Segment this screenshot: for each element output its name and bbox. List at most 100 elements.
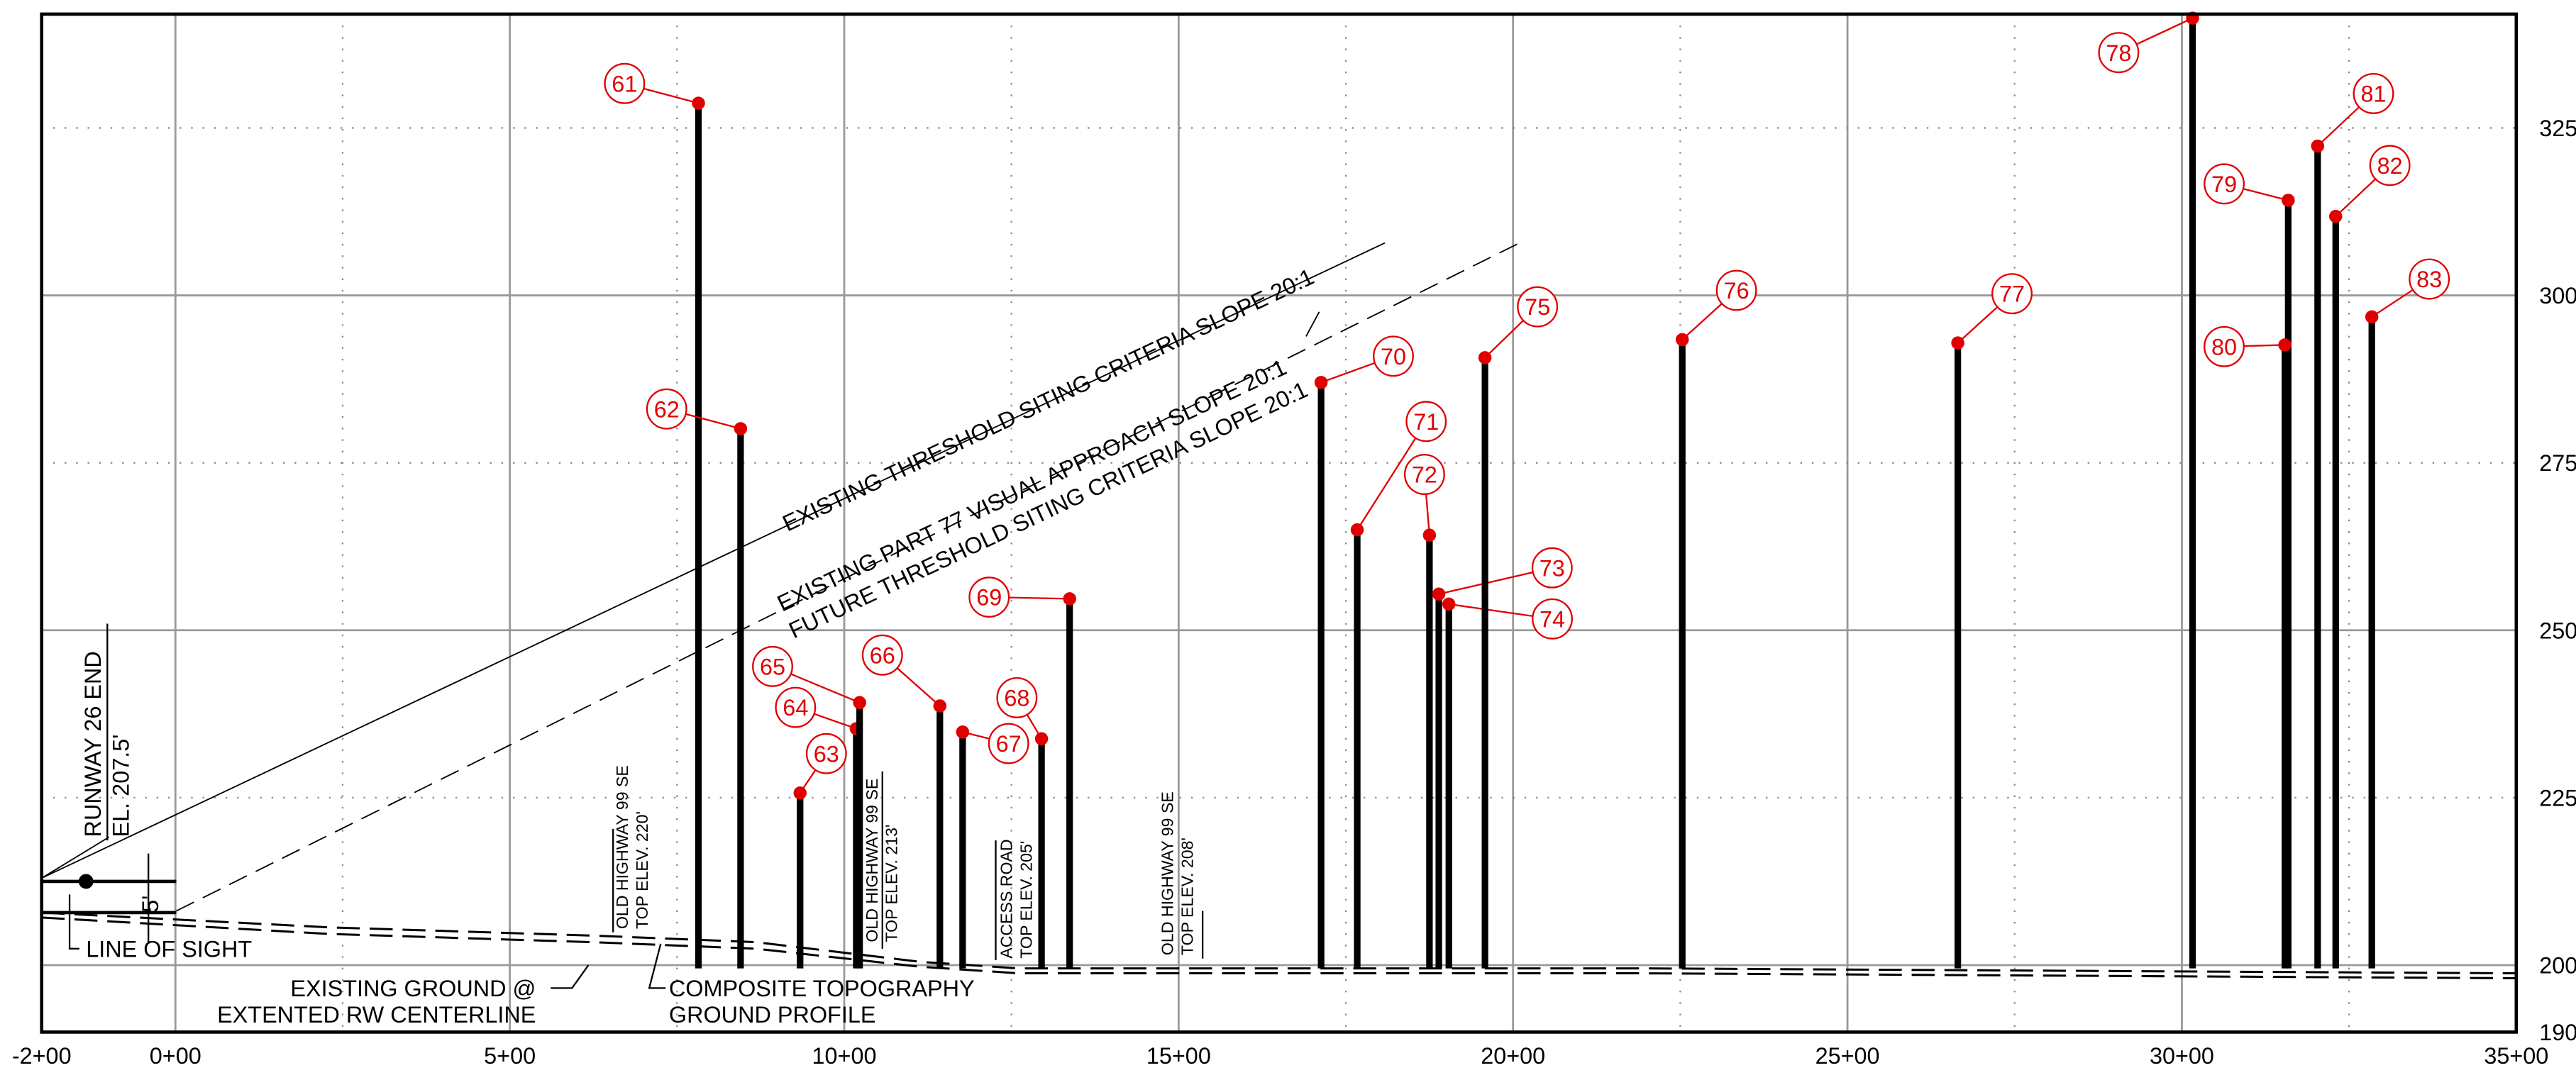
label-leader <box>685 413 741 430</box>
label-leader <box>2335 178 2377 217</box>
point-label: 80 <box>2211 334 2237 360</box>
obstacle-top <box>1063 592 1076 606</box>
ground-label: EXISTING GROUND @ <box>290 976 536 1001</box>
label-leader <box>1681 303 1723 340</box>
x-tick-label: 15+00 <box>1146 1043 1211 1069</box>
label-leader <box>1957 306 1999 344</box>
point-label: 61 <box>612 71 637 96</box>
topo-label: GROUND PROFILE <box>669 1002 876 1028</box>
label-bubble <box>1404 454 1445 495</box>
label-bubble <box>646 388 687 430</box>
label-bubble <box>996 677 1038 718</box>
feature-label: TOP ELEV. 205' <box>1017 841 1035 959</box>
leader <box>41 836 110 879</box>
leader <box>68 894 79 950</box>
y-tick-label: 300 <box>2539 283 2576 308</box>
feature-label: OLD HIGHWAY 99 SE <box>613 765 631 929</box>
ground-label: EXTENTED RW CENTERLINE <box>217 1002 536 1028</box>
point-label: 62 <box>654 396 680 422</box>
point-label: 67 <box>996 731 1022 757</box>
label-leader <box>2317 106 2360 147</box>
label-bubble <box>2204 325 2245 367</box>
y-tick-label: 325 <box>2539 116 2576 141</box>
point-label: 65 <box>760 654 785 679</box>
x-tick-label: 35+00 <box>2484 1043 2548 1069</box>
grid <box>41 13 2516 1032</box>
point-label: 81 <box>2361 81 2387 106</box>
point-label: 79 <box>2211 172 2237 197</box>
label-bubble <box>2098 32 2140 74</box>
label-bubble <box>1517 286 1559 328</box>
point-label: 75 <box>1525 294 1550 320</box>
y-tick-label: 200 <box>2539 953 2576 979</box>
point-label: 69 <box>976 585 1002 611</box>
x-tick-label: 0+00 <box>150 1043 201 1069</box>
label-bubble <box>805 733 847 774</box>
label-leader <box>2136 17 2194 45</box>
topo-label: COMPOSITE TOPOGRAPHY <box>669 976 975 1001</box>
x-tick-label: 30+00 <box>2150 1043 2214 1069</box>
label-bubble <box>2369 145 2411 187</box>
feature-label: OLD HIGHWAY 99 SE <box>1158 791 1176 955</box>
point-label: 82 <box>2377 153 2403 179</box>
label-bubble <box>1532 598 1573 640</box>
point-label: 70 <box>1381 344 1406 369</box>
feature-label: OLD HIGHWAY 99 SE <box>863 779 881 942</box>
runway-label: RUNWAY 26 END <box>80 651 106 837</box>
label-bubble <box>604 62 646 104</box>
label-leader <box>1320 362 1376 384</box>
y-tick-label: 190 <box>2539 1020 2576 1045</box>
point-label: 76 <box>1724 278 1749 304</box>
feature-label: TOP ELEV. 220' <box>633 811 651 929</box>
label-leader <box>2243 344 2285 347</box>
feature-label: TOP ELEV. 208' <box>1178 837 1196 955</box>
point-label: 73 <box>1539 555 1565 581</box>
y-tick-label: 275 <box>2539 450 2576 476</box>
obstacle-top <box>1034 732 1049 746</box>
leader <box>648 943 666 989</box>
label-leader <box>799 769 817 794</box>
x-tick-label: -2+00 <box>12 1043 72 1069</box>
label-bubble <box>2204 163 2245 205</box>
los-label: LINE OF SIGHT <box>86 936 252 962</box>
feature-label: TOP ELEV. 213' <box>883 825 901 942</box>
point-label: 63 <box>814 741 839 767</box>
runway-marker <box>41 623 1204 989</box>
label-bubble <box>1405 401 1447 442</box>
point-label: 74 <box>1539 606 1565 632</box>
dimension-label: 5' <box>138 896 163 913</box>
runway-label: EL. 207.5' <box>108 735 133 837</box>
ground-line <box>41 916 2516 979</box>
label-bubble <box>1715 269 1757 311</box>
label-bubble <box>2409 258 2450 300</box>
label-leader <box>1356 438 1417 530</box>
label-bubble <box>752 645 793 687</box>
point-label: 77 <box>1999 282 2025 307</box>
x-tick-label: 5+00 <box>484 1043 536 1069</box>
runway-dot <box>78 874 94 889</box>
ground-line <box>41 911 2516 975</box>
point-label: 71 <box>1413 409 1439 435</box>
point-label: 64 <box>783 695 808 720</box>
label-leader <box>643 87 699 104</box>
leader <box>551 964 590 989</box>
label-leader <box>1026 714 1043 740</box>
feature-label: ACCESS ROAD <box>997 839 1016 958</box>
label-leader <box>790 673 861 703</box>
label-bubble <box>968 577 1010 618</box>
ground-profile <box>41 911 2516 979</box>
label-leader <box>1449 603 1533 617</box>
obstacle-top <box>956 725 970 739</box>
slope-line <box>176 242 1520 912</box>
leader <box>1305 311 1320 337</box>
label-leader <box>2243 188 2289 201</box>
label-bubble <box>2353 72 2394 114</box>
label-bubble <box>1991 273 2033 315</box>
label-leader <box>814 713 857 730</box>
plot-frame <box>40 12 2519 1034</box>
point-label: 72 <box>1412 462 1437 488</box>
x-tick-label: 25+00 <box>1815 1043 1880 1069</box>
label-bubble <box>775 686 817 728</box>
